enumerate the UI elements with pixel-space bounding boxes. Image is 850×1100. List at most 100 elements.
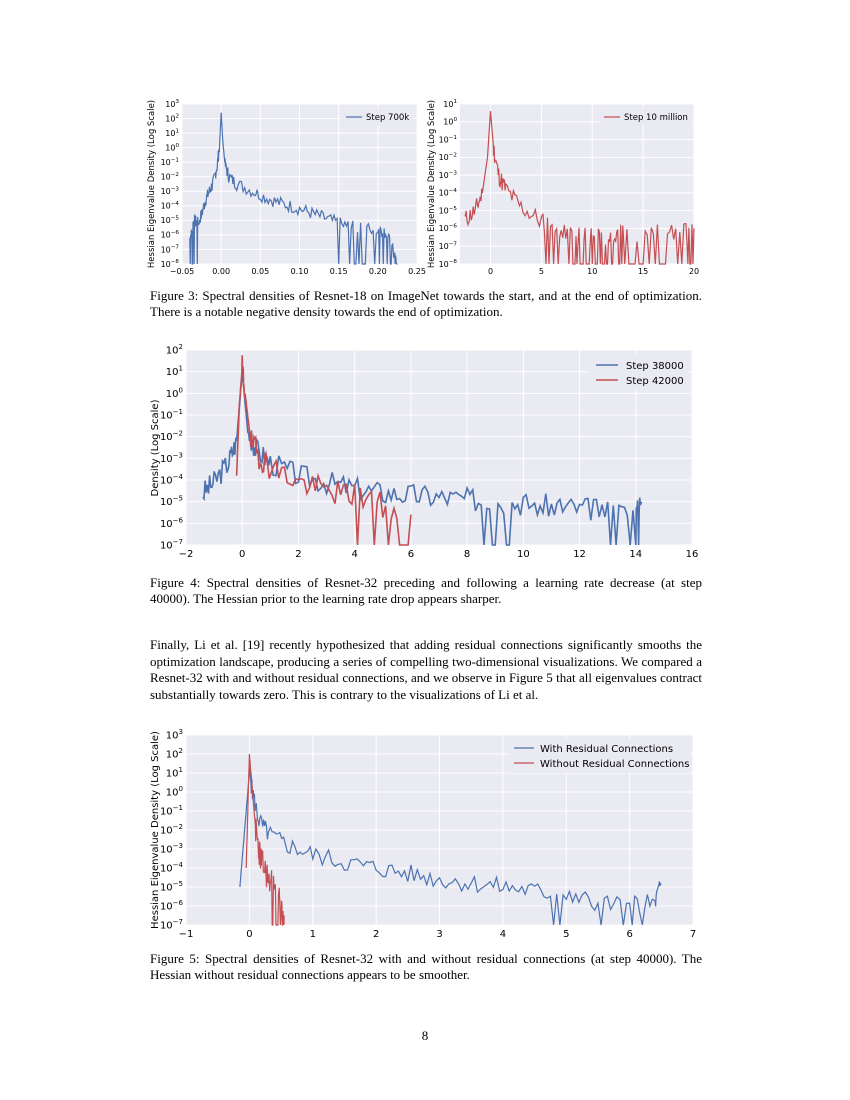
legend: With Residual Connections Without Residu… [508,739,690,773]
y-tick-label: 10−1 [160,804,183,818]
y-tick-label: 10−3 [160,451,183,465]
x-tick-label: 0 [488,267,493,276]
y-tick-label: 10−2 [160,430,183,444]
y-axis-label: Density (Log Scale) [150,399,161,496]
legend-label: Without Residual Connections [540,759,689,770]
x-tick-label: 8 [464,549,470,560]
line-series-with-residual [239,767,662,926]
x-tick-label: −2 [179,549,194,560]
y-tick-label: 100 [166,785,183,799]
legend: Step 700k [340,109,414,125]
y-tick-label: 101 [166,365,183,379]
legend-label: Step 700k [366,113,409,123]
figure-3-caption: Figure 3: Spectral densities of Resnet-1… [150,288,702,319]
x-tick-label: 6 [626,929,632,940]
y-axis-label: Hessian Eigenvalue Density (Log Scale) [427,100,437,268]
figure-3-right-panel: 10−8 10−7 10−6 10−5 10−4 10−3 10−2 10−1 100 101 0… [427,99,699,276]
x-tick-label: 6 [408,549,414,560]
x-tick-label: 0.10 [291,267,309,276]
x-tick-label: 5 [539,267,544,276]
y-tick-label: 10−6 [439,224,458,234]
legend: Step 10 million [600,109,692,125]
y-tick-label: 102 [165,114,179,124]
y-tick-label: 10−4 [161,201,180,211]
y-tick-label: 100 [443,117,457,127]
x-tick-label: 0.00 [212,267,230,276]
y-tick-label: 10−2 [161,172,179,182]
y-axis-label: Hessian Eigenvalue Density (Log Scale) [150,731,161,929]
y-tick-label: 10−3 [439,170,458,180]
x-tick-label: −0.05 [170,267,195,276]
y-tick-label: 10−1 [439,135,458,145]
y-tick-label: 10−4 [160,473,184,487]
line-series-without-residual [245,753,285,926]
line-series-step-700k [189,112,398,265]
x-tick-label: 1 [310,929,316,940]
y-tick-label: 101 [165,128,179,138]
legend-label: Step 42000 [626,376,684,387]
x-tick-label: 7 [690,929,696,940]
legend-label: Step 38000 [626,361,684,372]
y-tick-label: 10−1 [161,157,180,167]
figure-5-caption: Figure 5: Spectral densities of Resnet-3… [150,951,702,982]
y-tick-label: 10−6 [160,899,184,913]
body-paragraph: Finally, Li et al. [19] recently hypothe… [150,637,702,702]
y-tick-label: 100 [166,386,183,400]
y-tick-label: 10−3 [160,842,183,856]
x-tick-label: −1 [179,929,194,940]
page-number: 8 [421,1028,429,1043]
y-tick-label: 10−6 [160,516,184,530]
y-tick-label: 10−2 [160,823,183,837]
x-tick-label: 10 [587,267,597,276]
figure-5: 10−710−610−510−410−310−210−1100101102103… [150,728,696,940]
x-tick-label: 0 [246,929,252,940]
x-tick-label: 2 [373,929,379,940]
y-tick-label: 10−3 [161,186,180,196]
y-tick-label: 10−2 [439,153,457,163]
x-tick-label: 5 [563,929,569,940]
x-tick-label: 12 [573,549,586,560]
y-axis-label: Hessian Eigenvalue Density (Log Scale) [147,100,157,268]
x-tick-label: 0.25 [408,267,426,276]
x-tick-label: 15 [638,267,648,276]
y-tick-label: 10−8 [439,259,458,269]
legend: Step 38000 Step 42000 [588,354,688,390]
plot-area [460,104,694,264]
x-tick-label: 0 [239,549,245,560]
y-tick-label: 10−5 [161,216,180,226]
y-tick-label: 102 [166,343,183,357]
y-tick-label: 10−1 [160,408,183,422]
y-tick-label: 101 [443,99,457,109]
x-tick-label: 16 [686,549,699,560]
y-tick-label: 103 [165,99,179,109]
x-tick-label: 10 [517,549,530,560]
x-tick-label: 0.20 [369,267,387,276]
x-tick-label: 4 [351,549,357,560]
x-tick-label: 20 [689,267,699,276]
y-tick-label: 10−5 [160,495,183,509]
y-tick-label: 10−7 [439,241,458,251]
y-tick-label: 101 [166,766,183,780]
y-tick-label: 100 [165,143,179,153]
y-tick-label: 10−4 [160,861,184,875]
y-tick-label: 10−5 [439,206,458,216]
y-tick-label: 10−7 [161,245,180,255]
y-tick-label: 10−6 [161,230,180,240]
y-tick-label: 10−8 [161,259,180,269]
x-tick-label: 0.05 [251,267,269,276]
y-tick-label: 10−4 [439,188,458,198]
y-tick-label: 10−5 [160,880,183,894]
x-tick-label: 4 [500,929,506,940]
figure-3-left-panel: 10−8 10−7 10−6 10−5 10−4 10−3 10−2 10−1 100 101 10… [147,99,426,276]
figure-3: 10−810−710−610−510−410−310−210−110010110… [147,99,699,276]
y-tick-label: 103 [166,728,183,742]
line-series-step-42000 [235,355,412,546]
figure-4-caption: Figure 4: Spectral densities of Resnet-3… [150,575,702,606]
y-tick-label: 102 [166,747,183,761]
x-tick-label: 0.15 [330,267,348,276]
legend-label: With Residual Connections [540,744,673,755]
x-tick-label: 3 [436,929,442,940]
legend-label: Step 10 million [624,113,688,123]
line-series-step-10-million [464,111,695,265]
